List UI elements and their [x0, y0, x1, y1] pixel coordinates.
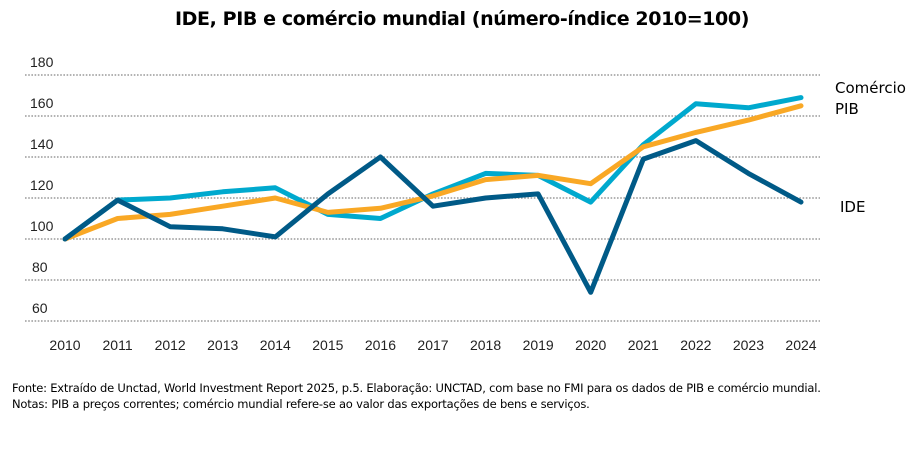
x-tick-label: 2012 [155, 337, 186, 353]
chart-title: IDE, PIB e comércio mundial (número-índi… [175, 8, 749, 30]
chart-footer: Fonte: Extraído de Unctad, World Investm… [12, 380, 821, 412]
x-tick-label: 2017 [417, 337, 448, 353]
x-tick-label: 2021 [628, 337, 659, 353]
x-tick-label: 2016 [365, 337, 396, 353]
series-line-pib [62, 103, 804, 242]
series-line-ide [62, 138, 804, 295]
line-chart: 60 80 100 120 140 160 180 2010 2011 2012 2013 2014… [25, 54, 906, 353]
x-tick-label: 2011 [103, 337, 133, 353]
x-tick-label: 2018 [470, 337, 501, 353]
x-tick-label: 2014 [260, 337, 291, 353]
notes: Notas: PIB a preços correntes; comércio … [12, 397, 590, 411]
series-lines [62, 95, 804, 295]
x-tick-label: 2019 [523, 337, 554, 353]
y-tick-label: 100 [30, 218, 54, 234]
series-line-comrcio [62, 95, 804, 242]
x-axis-ticks: 2010 2011 2012 2013 2014 2015 2016 2017 2018 2019… [49, 337, 816, 353]
source-note: Fonte: Extraído de Unctad, World Investm… [12, 381, 821, 395]
y-tick-label: 140 [30, 136, 54, 152]
x-tick-label: 2022 [680, 337, 711, 353]
y-tick-label: 160 [30, 95, 54, 111]
series-labels: Comércio PIB IDE [835, 79, 906, 216]
y-tick-label: 120 [30, 177, 54, 193]
x-tick-label: 2024 [785, 337, 816, 353]
y-tick-label: 180 [30, 54, 54, 70]
x-tick-label: 2010 [49, 337, 80, 353]
y-tick-label: 80 [32, 259, 48, 275]
series-label-comrcio: Comércio [835, 79, 906, 97]
x-tick-label: 2015 [312, 337, 343, 353]
x-tick-label: 2023 [733, 337, 764, 353]
y-tick-label: 60 [32, 300, 48, 316]
series-label-ide: IDE [840, 198, 865, 216]
x-tick-label: 2020 [575, 337, 606, 353]
series-label-pib: PIB [835, 100, 859, 118]
x-tick-label: 2013 [207, 337, 238, 353]
y-axis-ticks: 60 80 100 120 140 160 180 [30, 54, 54, 316]
